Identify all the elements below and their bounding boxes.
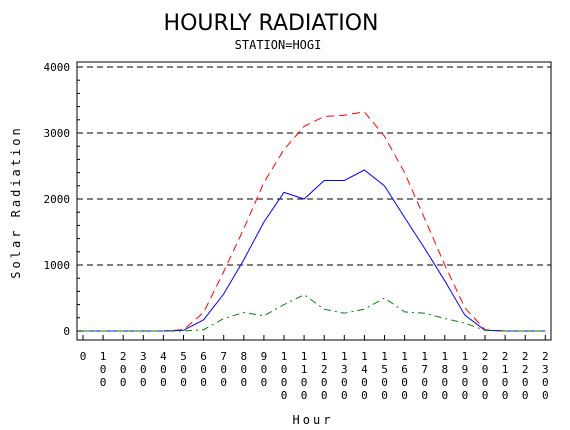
plot-frame (76, 61, 552, 341)
chart-title: HOURLY RADIATION (164, 11, 379, 36)
y-axis-label: Solar Radiation (9, 125, 23, 278)
x-axis-label: Hour (293, 413, 334, 427)
series-line-1 (83, 111, 546, 332)
y-tick-label-0: 0 (63, 325, 70, 338)
y-tick-label-2000: 2000 (44, 193, 71, 206)
y-tick-label-1000: 1000 (44, 259, 71, 272)
series-line-2 (83, 169, 546, 332)
x-tick-label-0: 0 (80, 350, 87, 363)
y-tick-label-4000: 4000 (44, 61, 71, 74)
plot-area: 0 1000 2000 3000 4000 0 1 0 0 2 0 0 3 0 0 4 0 0 5 0 0 6 0 0 7 0 0 8… (44, 61, 552, 402)
series-line-3 (83, 294, 546, 332)
chart-subtitle: STATION=HOGI (235, 38, 322, 52)
y-tick-label-3000: 3000 (44, 127, 71, 140)
